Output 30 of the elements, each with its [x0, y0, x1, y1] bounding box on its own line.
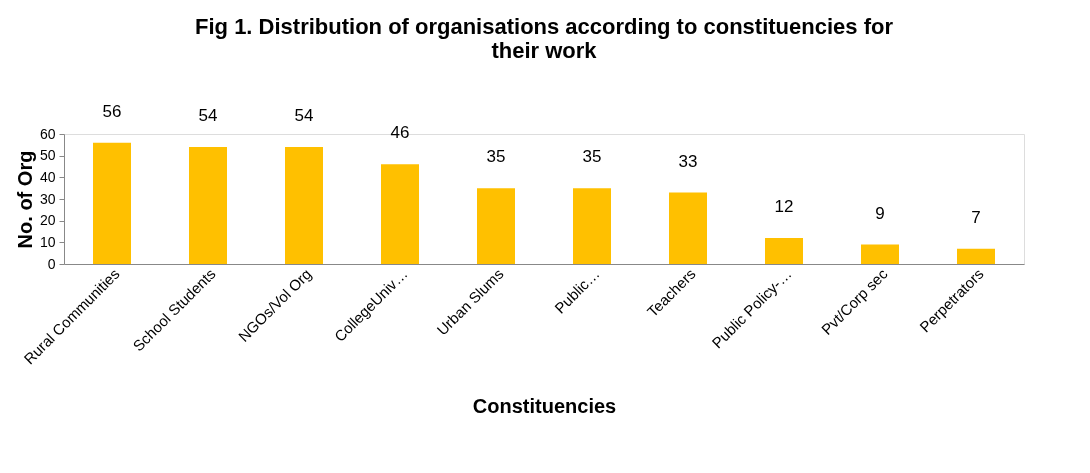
data-label: 35 [582, 147, 602, 167]
bar [957, 248, 995, 264]
y-tick-label: 10 [39, 233, 56, 250]
bar [765, 238, 803, 264]
data-label: 12 [774, 197, 794, 216]
data-label: 54 [294, 106, 314, 125]
data-label: 56 [102, 101, 122, 121]
chart-title: Fig 1. Distribution of organisations according to constituencies for their work [195, 13, 894, 63]
data-label: 7 [971, 207, 981, 227]
x-axis-title: Constituencies [472, 395, 617, 418]
bar [669, 192, 707, 264]
bar [573, 188, 611, 264]
bar [477, 188, 515, 264]
y-tick-label: 20 [39, 212, 56, 229]
y-tick-label: 0 [47, 255, 56, 272]
bar [381, 164, 419, 264]
data-label: 33 [678, 151, 698, 171]
bar [93, 142, 131, 264]
y-tick-label: 50 [39, 147, 56, 164]
data-label: 46 [390, 123, 410, 143]
y-tick-label: 60 [39, 125, 56, 142]
y-tick-label: 40 [39, 168, 56, 185]
y-tick-label: 30 [39, 190, 56, 207]
bar [861, 244, 899, 264]
bar [189, 147, 227, 264]
data-label: 54 [198, 106, 218, 125]
data-label: 35 [486, 147, 506, 167]
y-axis-title: No. of Org [13, 150, 36, 249]
bar [285, 147, 323, 264]
data-label: 9 [875, 203, 885, 223]
